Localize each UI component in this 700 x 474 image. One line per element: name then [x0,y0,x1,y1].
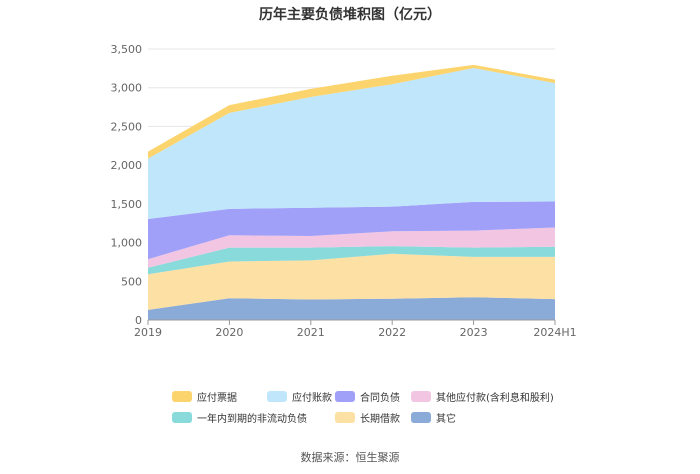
area-series-6 [148,64,555,159]
legend-label: 应付账款 [292,393,332,404]
y-tick-label: 1,000 [111,237,143,250]
y-tick-label: 0 [135,314,142,327]
data-source-note: 数据来源：恒生聚源 [300,451,400,464]
legend-item[interactable]: 一年内到期的非流动负债 [172,410,307,425]
x-tick-label: 2020 [215,326,243,339]
x-tick-label: 2022 [378,326,406,339]
y-tick-label: 3,000 [111,82,143,95]
y-tick-label: 3,500 [111,43,143,56]
y-tick-label: 1,500 [111,198,143,211]
legend-swatch [172,412,192,423]
area-series-4 [148,201,555,260]
legend-item[interactable]: 其它 [411,410,456,425]
area-series-5 [148,68,555,219]
legend-swatch [411,391,431,402]
legend-swatch [267,391,287,402]
x-tick-label: 2023 [460,326,488,339]
axis-layer: 0 500 1,000 1,500 2,000 2,500 3,000 3,500 2019 20… [111,43,577,339]
y-tick-label: 2,500 [111,120,143,133]
area-series-1 [148,253,555,310]
area-series-0 [148,297,555,320]
legend-item[interactable]: 长期借款 [335,410,400,425]
x-tick-label: 2019 [134,326,162,339]
y-tick-label: 500 [121,275,142,288]
x-tick-label: 2024H1 [533,326,576,339]
legend-item[interactable]: 其他应付款(含利息和股利) [411,389,554,404]
area-layer [148,64,555,320]
legend-swatch [172,391,192,402]
legend-label: 一年内到期的非流动负债 [197,414,307,425]
legend-label: 其它 [436,414,456,425]
area-series-2 [148,246,555,275]
legend-swatch [411,412,431,423]
legend-label: 合同负债 [360,393,400,404]
legend-item[interactable]: 合同负债 [335,389,400,404]
area-series-3 [148,227,555,268]
legend-item[interactable]: 应付票据 [172,389,237,404]
legend-label: 其他应付款(含利息和股利) [436,393,554,404]
legend-swatch [335,391,355,402]
x-tick-label: 2021 [297,326,325,339]
chart-title: 历年主要负债堆积图（亿元） [259,7,441,23]
legend-label: 应付票据 [197,393,237,404]
legend-item[interactable]: 应付账款 [267,389,332,404]
legend-label: 长期借款 [360,414,400,425]
legend-swatch [335,412,355,423]
y-tick-label: 2,000 [111,159,143,172]
